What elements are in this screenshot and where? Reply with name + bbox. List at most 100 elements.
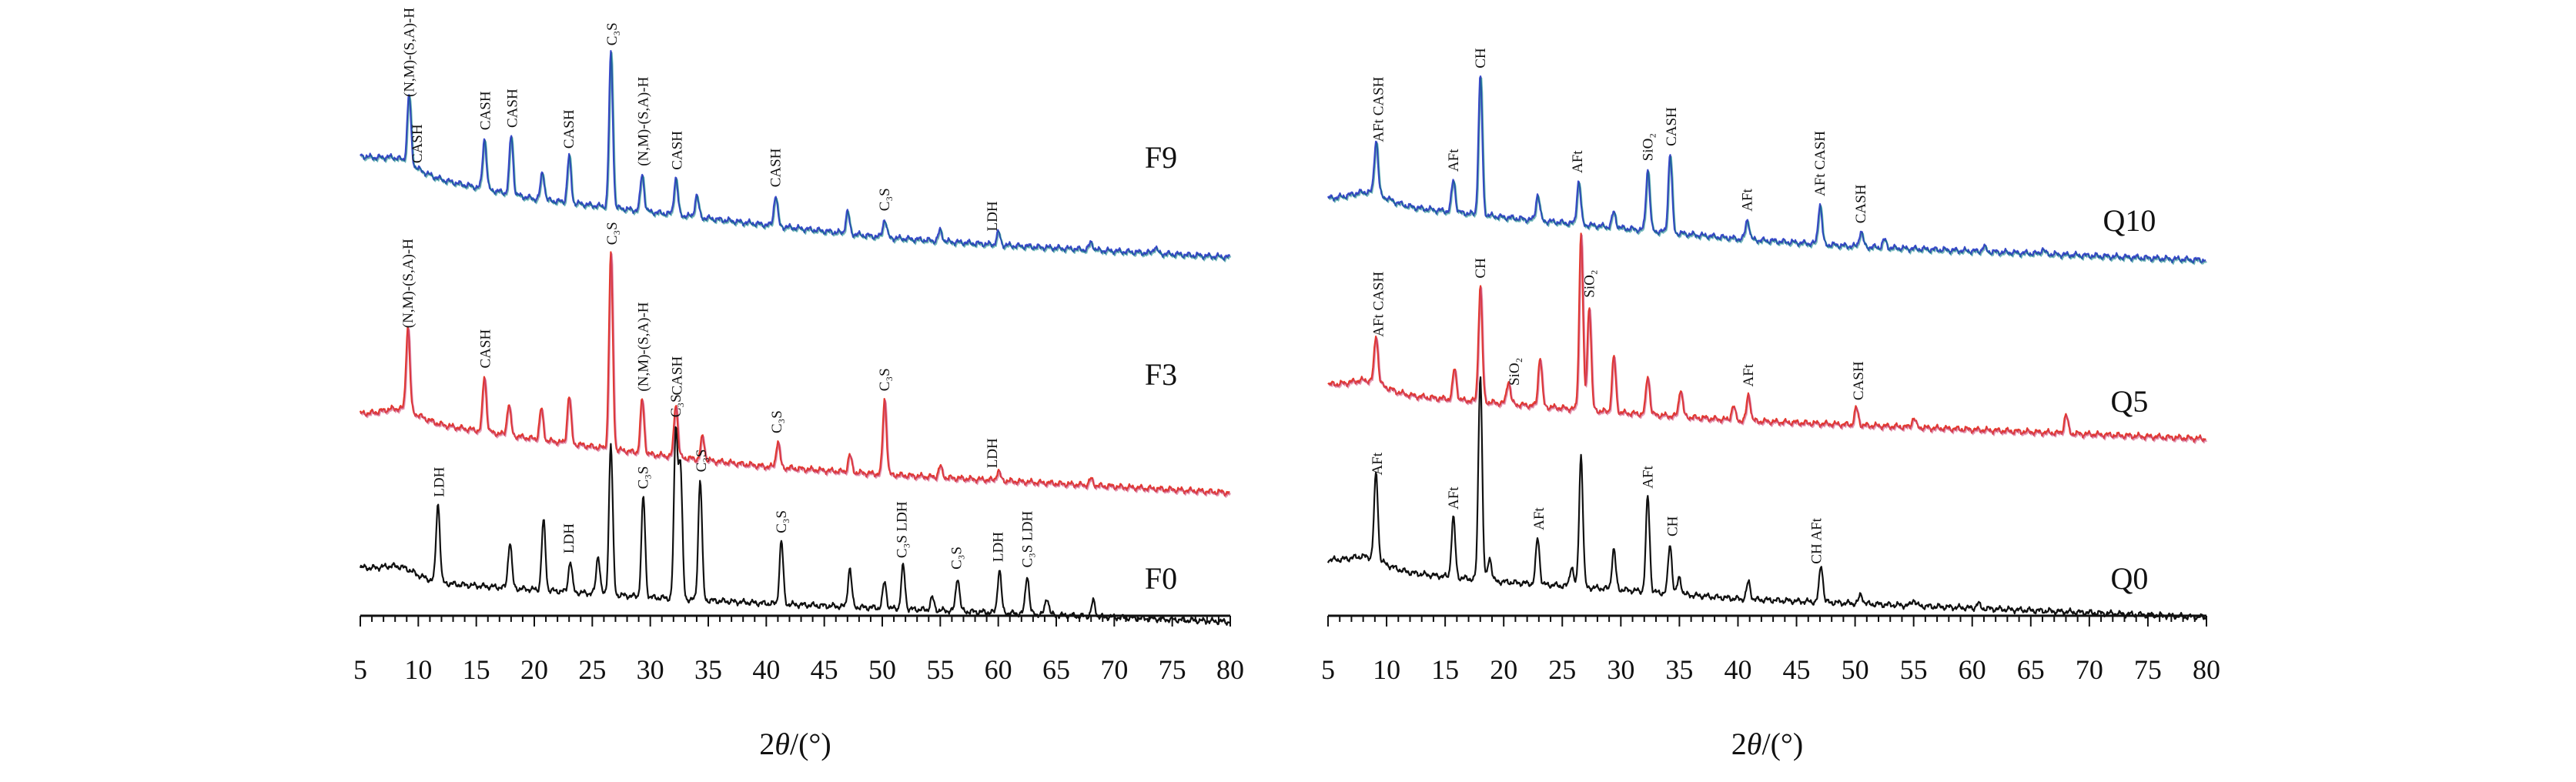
peak-label: C₃S <box>877 188 893 211</box>
x-tick-label: 10 <box>1373 654 1400 685</box>
peak-label: CASH <box>1853 184 1869 223</box>
x-tick-label: 45 <box>811 654 838 685</box>
peak-label: CH <box>1473 258 1489 279</box>
x-tick-label: 75 <box>2134 654 2162 685</box>
series-F3-line <box>360 253 1232 499</box>
peak-label: CH <box>1664 516 1681 536</box>
series-label-Q0: Q0 <box>2111 561 2149 596</box>
x-tick-label: 25 <box>1548 654 1576 685</box>
peak-label: SiO₂ <box>1507 358 1523 386</box>
series-F9-line <box>360 52 1232 262</box>
peak-label: C₃S LDH <box>895 501 911 558</box>
peak-label: CASH <box>478 91 494 130</box>
x-axis-title-suffix: /(°) <box>1761 727 1803 761</box>
left-xrd-panel: 5 10 15 20 25 30 35 40 45 50 55 60 65 70 75 80 2θ/(°) F9 (… <box>353 8 1244 761</box>
series-Q0-line <box>1326 376 2207 620</box>
peak-label: LDH <box>985 438 1001 468</box>
peak-label: CASH <box>561 109 577 149</box>
x-tick-label: 35 <box>1665 654 1693 685</box>
peak-label: SiO₂ <box>1581 269 1597 297</box>
peak-label: AFt <box>1531 507 1547 530</box>
x-tick-label: 65 <box>1042 654 1070 685</box>
x-tick-label: 45 <box>1783 654 1811 685</box>
series-Q5-line <box>1329 235 2208 445</box>
x-tick-label: 10 <box>404 654 432 685</box>
peak-label: C₃S LDH <box>1019 511 1035 568</box>
series-label-Q10: Q10 <box>2103 203 2156 238</box>
x-tick-label: 5 <box>353 654 367 685</box>
x-tick-label: 65 <box>2017 654 2045 685</box>
peak-label: AFt <box>1741 363 1757 386</box>
x-tick-label: 30 <box>1607 654 1634 685</box>
series-F9: F9 (N,M)-(S,A)-H CASH CASH CASH CASH C₃S (N,M)-… <box>360 8 1232 262</box>
peak-label: LDH <box>991 532 1007 562</box>
peak-label: (N,M)-(S,A)-H <box>401 8 417 97</box>
peak-label: (N,M)-(S,A)-H <box>400 239 417 328</box>
x-tick-label: 80 <box>1216 654 1244 685</box>
series-label-F3: F3 <box>1145 357 1177 392</box>
peak-label: CH AFt <box>1808 517 1825 563</box>
x-axis-title-symbol: θ <box>774 727 790 761</box>
series-label-Q5: Q5 <box>2111 384 2149 419</box>
peak-label: C₃S <box>774 510 790 533</box>
series-F3-line <box>359 251 1230 496</box>
x-axis-title-prefix: 2 <box>759 727 774 761</box>
peak-label: AFt <box>1570 150 1586 173</box>
series-label-F9: F9 <box>1145 140 1177 175</box>
x-tick-label: 20 <box>1490 654 1517 685</box>
x-tick-label: 70 <box>1100 654 1128 685</box>
peak-label: C₃S <box>877 368 893 391</box>
x-tick-label: 20 <box>520 654 548 685</box>
peak-label: CASH <box>410 124 426 163</box>
x-axis-title-symbol: θ <box>1747 727 1762 761</box>
peak-label: C₃S <box>636 466 652 490</box>
peak-label: LDH <box>432 466 448 496</box>
x-axis-title: 2θ/(°) <box>759 727 831 761</box>
right-xrd-panel: 5 10 15 20 25 30 35 40 45 50 55 60 65 70 75 80 2θ/(°) Q10… <box>1321 48 2220 761</box>
series-Q5-line <box>1327 232 2206 443</box>
peak-label: C₃S <box>604 22 621 45</box>
peak-label: C₃S <box>604 222 621 245</box>
series-label-F0: F0 <box>1145 561 1177 596</box>
series-F3-line <box>360 252 1231 497</box>
peak-label: C₃S <box>948 546 965 570</box>
peak-label: AFt <box>1640 466 1656 489</box>
x-axis-title-suffix: /(°) <box>790 727 831 761</box>
x-tick-label: 15 <box>1431 654 1459 685</box>
x-tick-label: 25 <box>578 654 606 685</box>
peak-label: AFt CASH <box>1370 272 1387 337</box>
peak-label: AFt CASH <box>1812 131 1828 196</box>
x-tick-label: 60 <box>985 654 1012 685</box>
peak-label: CASH <box>1851 361 1867 400</box>
peak-label: AFt <box>1370 452 1386 475</box>
series-Q5: Q5 AFt CASH CH SiO₂ SiO₂ AFt CASH <box>1327 232 2208 445</box>
peak-label: LDH <box>985 201 1001 231</box>
x-tick-label: 15 <box>463 654 490 685</box>
x-tick-label: 55 <box>926 654 954 685</box>
x-tick-label: 35 <box>694 654 722 685</box>
x-tick-label: 40 <box>1724 654 1751 685</box>
peak-label: AFt <box>1740 189 1756 212</box>
x-tick-label: 5 <box>1321 654 1335 685</box>
peak-label: C₃S <box>769 410 785 433</box>
peak-label: (N,M)-(S,A)-H <box>636 302 652 391</box>
peak-label: CASH <box>669 356 685 396</box>
peak-label: CASH <box>504 89 520 128</box>
x-tick-label: 30 <box>637 654 664 685</box>
peak-label: C₃S <box>668 394 684 417</box>
peak-label: CASH <box>478 329 494 369</box>
peak-label: SiO₂ <box>1640 133 1656 161</box>
x-axis-title-prefix: 2 <box>1731 727 1747 761</box>
peak-label: (N,M)-(S,A)-H <box>636 76 652 165</box>
x-tick-label: 50 <box>1842 654 1869 685</box>
peak-label: CH <box>1473 48 1489 69</box>
series-Q5-line <box>1328 233 2207 443</box>
series-Q10: Q10 AFt CASH AFt CH AFt SiO₂ CASH AFt AFt CASH CA… <box>1326 48 2207 266</box>
peak-label: CASH <box>768 148 784 187</box>
peak-label: CASH <box>1664 107 1680 146</box>
x-tick-label: 60 <box>1959 654 1986 685</box>
x-tick-label: 70 <box>2076 654 2103 685</box>
peak-label: AFt CASH <box>1370 76 1387 142</box>
